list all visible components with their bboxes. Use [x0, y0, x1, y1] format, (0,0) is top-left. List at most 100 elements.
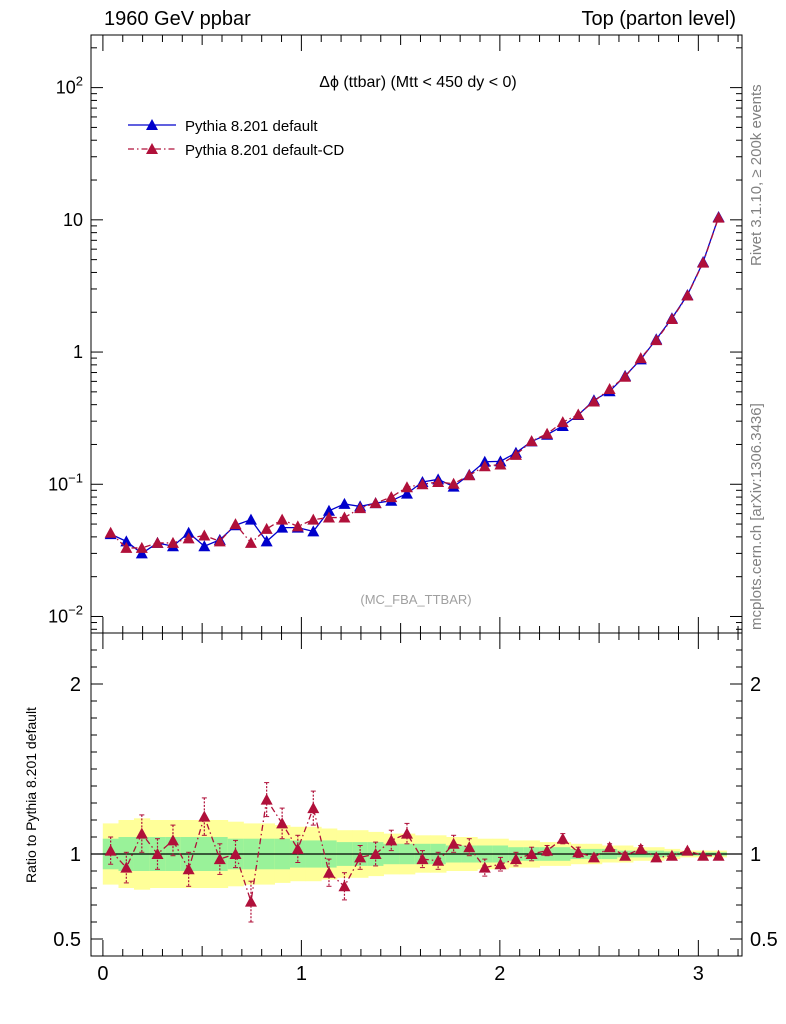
ratio-point — [432, 854, 445, 866]
x-tick-label: 0 — [97, 963, 108, 985]
series-1-line — [110, 216, 720, 555]
ratio-point — [322, 866, 335, 878]
series-2-point — [541, 427, 554, 439]
ratio-y-tick-label: 2 — [70, 674, 81, 696]
x-tick-label: 3 — [693, 963, 704, 985]
series-2-point — [634, 352, 647, 364]
ratio-point — [681, 844, 694, 856]
series-2-point — [665, 312, 678, 324]
series-2-point — [447, 477, 460, 489]
series-2-point — [697, 256, 710, 268]
series-2-point — [229, 518, 242, 530]
ratio-point — [151, 848, 164, 859]
series-1-point — [276, 521, 289, 533]
series-2-point — [712, 211, 725, 223]
series-2-point — [213, 535, 226, 547]
series-2-point — [135, 541, 148, 553]
series-1-point — [244, 513, 257, 525]
series-2-point — [338, 511, 351, 523]
ratio-point — [354, 851, 367, 863]
series-1-point — [322, 504, 335, 516]
series-2-point — [182, 532, 195, 544]
series-2-point — [260, 522, 273, 534]
ratio-point — [307, 802, 320, 814]
series-2-point — [151, 536, 164, 548]
series-2-point — [494, 458, 507, 470]
series-2-point — [587, 395, 600, 407]
ratio-point — [712, 849, 725, 861]
ratio-point — [229, 848, 242, 859]
ratio-point — [478, 861, 491, 873]
ratio-point — [572, 846, 585, 858]
ratio-point — [166, 834, 179, 846]
series-2-point — [166, 536, 179, 548]
series-2-point — [385, 491, 398, 503]
series-2-point — [244, 536, 257, 548]
series-2-point — [276, 513, 289, 525]
ratio-point — [135, 827, 148, 839]
ratio-point — [385, 834, 398, 846]
series-1-point — [260, 535, 273, 547]
ratio-point — [120, 861, 133, 873]
series-2-point — [556, 416, 569, 428]
series-2-point — [681, 289, 694, 301]
series-2-point — [619, 370, 632, 382]
series-2-point — [198, 529, 211, 541]
ratio-point — [182, 863, 195, 875]
ratio-y-tick-label-right: 0.5 — [750, 929, 778, 951]
ratio-point — [260, 793, 273, 805]
ratio-point — [556, 832, 569, 844]
series-2-point — [369, 497, 382, 509]
ratio-y-axis-label: Ratio to Pythia 8.201 default — [23, 707, 39, 883]
ratio-point — [665, 849, 678, 861]
main-y-axis: 10−2 10−1 1 10 102 — [48, 47, 742, 630]
series-1-point — [182, 526, 195, 538]
series-2-point — [416, 478, 429, 490]
series-2-point — [432, 476, 445, 488]
legend-label-series-1: Pythia 8.201 default — [185, 118, 318, 135]
y-tick-label: 10 — [63, 210, 83, 230]
main-plot-title: Δϕ (ttbar) (Mtt < 450 dy < 0) — [319, 74, 517, 91]
ratio-point — [244, 895, 257, 907]
series-2-point — [650, 334, 663, 346]
series-2-point — [463, 469, 476, 481]
ratio-point — [603, 841, 616, 853]
y-tick-label: 10−1 — [48, 470, 83, 494]
series-2-point — [603, 383, 616, 395]
ratio-y-tick-label-right: 1 — [750, 844, 761, 866]
ratio-point — [634, 842, 647, 854]
ratio-plot-frame — [90, 632, 743, 957]
legend: Pythia 8.201 default Pythia 8.201 defaul… — [128, 118, 344, 159]
y-tick-label: 1 — [73, 342, 83, 362]
ratio-point — [400, 827, 413, 839]
header-left: 1960 GeV ppbar — [104, 8, 251, 30]
ratio-point — [697, 849, 710, 861]
ratio-point — [291, 842, 304, 854]
series-1-point — [400, 487, 413, 499]
series-1-point — [198, 540, 211, 552]
x-tick-label: 2 — [494, 963, 505, 985]
ratio-point — [650, 851, 663, 863]
x-axis: 0 1 2 3 — [97, 35, 739, 985]
ratio-point — [213, 853, 226, 865]
legend-marker-series-2 — [146, 143, 158, 154]
y-tick-label: 102 — [56, 74, 83, 98]
ratio-point — [463, 841, 476, 853]
y-tick-label: 10−2 — [48, 602, 83, 626]
ratio-point — [276, 817, 289, 829]
ratio-point — [369, 848, 382, 859]
legend-marker-series-1 — [146, 119, 158, 130]
series-2-point — [354, 502, 367, 514]
series-2-point — [400, 481, 413, 493]
ratio-point — [447, 837, 460, 849]
series-2 — [104, 211, 725, 553]
ratio-point — [494, 858, 507, 870]
x-tick-label: 1 — [296, 963, 307, 985]
series-1-point — [338, 497, 351, 509]
ratio-point — [338, 880, 351, 892]
legend-label-series-2: Pythia 8.201 default-CD — [185, 142, 344, 159]
ratio-y-axis: 0.5 0.5 1 1 2 2 — [53, 649, 778, 951]
ratio-point — [619, 849, 632, 861]
series-1 — [104, 211, 725, 559]
